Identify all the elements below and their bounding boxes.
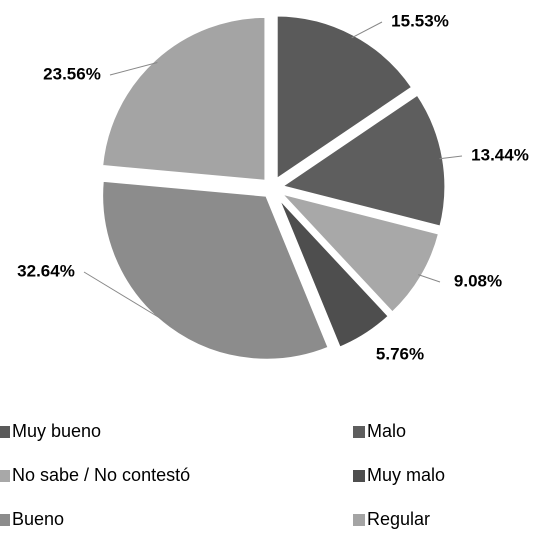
leader-line bbox=[351, 21, 383, 39]
leader-line bbox=[83, 271, 172, 326]
legend-swatch bbox=[353, 514, 365, 526]
data-label: 15.53% bbox=[391, 11, 449, 30]
pie-slice bbox=[100, 178, 332, 362]
leader-line bbox=[418, 274, 441, 283]
pie-slice bbox=[275, 189, 442, 316]
data-label: 13.44% bbox=[471, 145, 529, 164]
data-label: 9.08% bbox=[454, 271, 502, 290]
legend-label: No sabe / No contestó bbox=[12, 465, 190, 485]
legend-label: Muy bueno bbox=[12, 421, 101, 441]
data-label: 23.56% bbox=[43, 64, 101, 83]
legend-label: Malo bbox=[367, 421, 406, 441]
legend-swatch bbox=[0, 514, 10, 526]
data-label: 5.76% bbox=[376, 344, 424, 363]
pie-slice bbox=[99, 14, 268, 183]
pie: 15.53% 13.44% 9.08% 5.76% 32.64% 23.56% bbox=[17, 11, 529, 363]
leader-line bbox=[109, 61, 158, 76]
legend-swatch bbox=[0, 426, 10, 438]
legend-label: Regular bbox=[367, 509, 430, 529]
pie-slice bbox=[275, 194, 392, 351]
legend-swatch bbox=[0, 470, 10, 482]
legend-label: Muy malo bbox=[367, 465, 445, 485]
legend-swatch bbox=[353, 426, 365, 438]
leader-line bbox=[439, 155, 463, 160]
data-label: 32.64% bbox=[17, 261, 75, 280]
legend-label: Bueno bbox=[12, 509, 64, 529]
pie-slice bbox=[274, 13, 415, 183]
legend: Muy bueno Malo No sabe / No contestó Muy ma… bbox=[0, 421, 445, 529]
legend-swatch bbox=[353, 470, 365, 482]
